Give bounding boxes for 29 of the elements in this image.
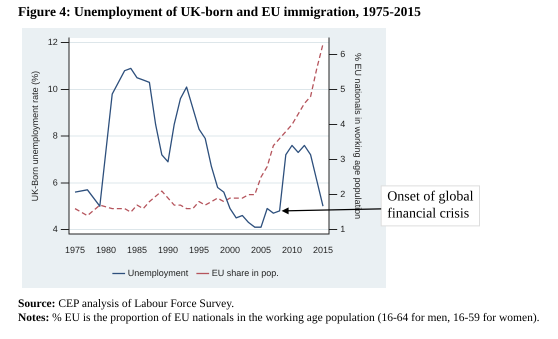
- y-tick-label: 10: [48, 84, 58, 94]
- source-note: Source: CEP analysis of Labour Force Survey.: [18, 297, 236, 311]
- x-tick-label: 1975: [64, 245, 86, 256]
- y-tick-label: 8: [52, 130, 58, 141]
- x-tick-label: 2005: [250, 245, 272, 256]
- y2-axis-title: % EU nationals in working age population: [353, 53, 364, 220]
- x-tick-label: 1980: [96, 245, 116, 256]
- line-series: [74, 43, 324, 216]
- y-tick-label: 4: [52, 224, 58, 234]
- y-tick-label: 12: [48, 37, 58, 48]
- annotation: Onset of global financial crisis: [387, 190, 474, 222]
- y-tick-label: 6: [52, 177, 58, 188]
- legend-label: EU share in pop.: [212, 268, 279, 278]
- x-tick-label: 1990: [158, 245, 178, 256]
- y2-tick-label: 2: [340, 189, 346, 200]
- y2-tick-label: 6: [340, 48, 346, 59]
- chart-title: Figure 4: Unemployment of UK-born and EU immigration, 1975-2015: [18, 4, 421, 20]
- y2-tick-label: 3: [340, 154, 346, 164]
- x-tick-label: 1995: [188, 245, 210, 256]
- y2-tick-label: 5: [340, 84, 346, 94]
- x-tick-label: 2000: [220, 245, 240, 256]
- y-axis-title: UK-Born unemployment rate (%): [30, 70, 40, 202]
- x-tick-label: 1985: [126, 245, 148, 256]
- x-tick-label: 2015: [312, 245, 334, 256]
- legend-label: Unemployment: [128, 268, 189, 278]
- text: Notes: % EU is the proportion of EU nationals in the working age population (16-64 for men, 16-59 for women).: [18, 311, 540, 325]
- x-tick-label: 2010: [282, 245, 302, 256]
- y2-tick-label: 1: [340, 224, 346, 234]
- y2-tick-label: 4: [340, 119, 346, 130]
